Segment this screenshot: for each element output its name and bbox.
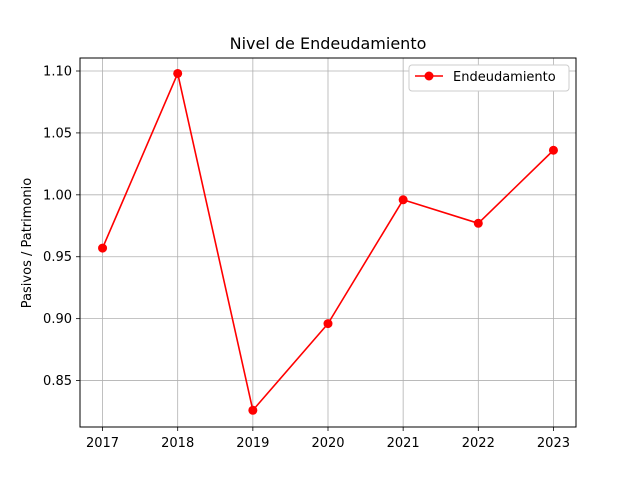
x-tick-label: 2023 [537,436,570,451]
data-point [248,405,258,415]
data-point [323,319,333,329]
y-axis-label: Pasivos / Patrimonio [20,178,35,308]
grid [80,58,576,427]
x-axis-ticks: 2017 2018 2019 2020 2021 2022 2023 [86,427,570,451]
y-tick-label: 1.10 [43,65,72,80]
x-tick-label: 2019 [236,436,269,451]
x-tick-label: 2018 [161,436,194,451]
x-tick-label: 2021 [387,436,420,451]
series-layer [98,68,558,415]
data-point [398,195,408,205]
y-tick-label: 0.95 [43,250,72,265]
y-tick-label: 1.05 [43,126,72,141]
data-point [98,243,108,253]
data-point [173,68,183,78]
x-tick-label: 2020 [311,436,344,451]
plot-area-frame [79,57,577,428]
chart-title: Nivel de Endeudamiento [230,34,427,53]
legend: Endeudamiento [408,64,570,92]
legend-box [408,64,570,92]
legend-label-endeudamiento: Endeudamiento [453,70,556,85]
y-axis-ticks: 0.85 0.90 0.95 1.00 1.05 1.10 [43,65,80,389]
x-tick-label: 2022 [462,436,495,451]
data-point [473,218,483,228]
x-tick-label: 2017 [86,436,119,451]
y-tick-label: 0.90 [43,312,72,327]
y-tick-label: 1.00 [43,188,72,203]
y-tick-label: 0.85 [43,374,72,389]
data-point [548,145,558,155]
legend-marker-endeudamiento [424,71,434,81]
